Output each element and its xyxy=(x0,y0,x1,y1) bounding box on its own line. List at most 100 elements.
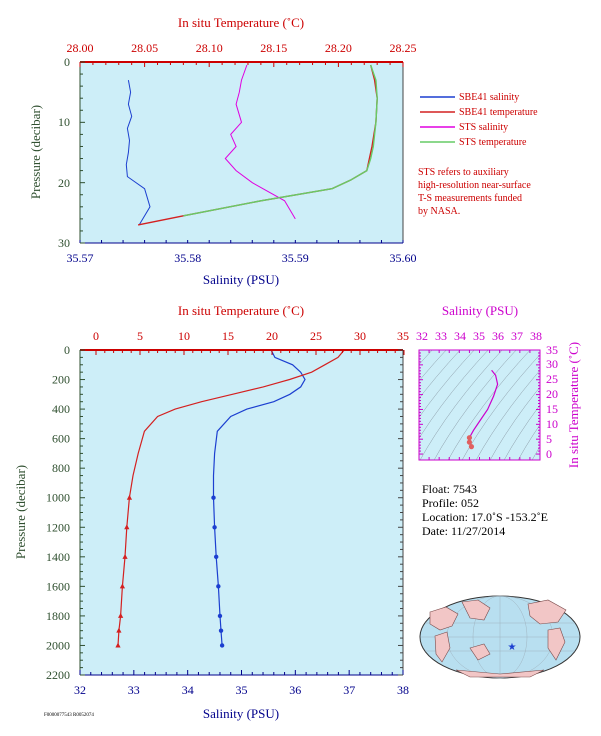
main-pressure-axis-title: Pressure (decibar) xyxy=(13,465,28,559)
isopycnal-line xyxy=(517,424,540,460)
main-pressure-tick-label: 1200 xyxy=(46,520,70,534)
main-salinity-tick-label: 34 xyxy=(182,683,194,697)
ts-inset-area xyxy=(419,350,540,460)
top-ticks xyxy=(79,61,404,244)
main-salinity-tick-label: 33 xyxy=(128,683,140,697)
legend-label-sbe-temperature: SBE41 temperature xyxy=(459,107,538,118)
isopycnal-line xyxy=(419,350,489,439)
series-sbe41-salinity xyxy=(212,349,306,646)
salinity-marker xyxy=(216,584,221,589)
ts-deep-marker xyxy=(466,435,473,441)
temperature-marker xyxy=(119,583,125,589)
series-sts-salinity xyxy=(224,64,296,220)
note-line: T-S measurements funded xyxy=(418,193,522,204)
ts-salinity-tick-labels: 32 33 34 35 36 37 38 xyxy=(416,329,542,343)
ts-salinity-tick-label: 34 xyxy=(454,329,466,343)
main-pressure-tick-label: 800 xyxy=(52,461,70,475)
isopycnal-line xyxy=(447,350,531,460)
ts-temp-tick-label: 20 xyxy=(546,387,558,401)
main-salinity-axis-title: Salinity (PSU) xyxy=(203,706,279,721)
isopycnal-line xyxy=(531,445,540,460)
top-temp-tick-label: 28.25 xyxy=(390,41,417,55)
isopycnal-line xyxy=(433,350,517,460)
main-temp-tick-label: 30 xyxy=(354,329,366,343)
main-temperature-axis-title: In situ Temperature (˚C) xyxy=(178,303,304,318)
main-salinity-tick-label: 32 xyxy=(74,683,86,697)
salinity-marker xyxy=(218,628,224,633)
main-temp-tick-label: 20 xyxy=(266,329,278,343)
main-ticks xyxy=(79,349,405,676)
series-sts-temperature xyxy=(183,64,378,217)
top-temp-tick-label: 28.20 xyxy=(325,41,352,55)
top-temp-tick-label: 28.10 xyxy=(196,41,223,55)
top-pressure-tick-label: 30 xyxy=(58,236,70,250)
float-location-marker: ★ xyxy=(508,642,517,653)
main-temp-tick-label: 0 xyxy=(93,329,99,343)
salinity-marker xyxy=(212,525,217,530)
map-land xyxy=(429,599,567,678)
isopycnal-line xyxy=(489,386,540,460)
ts-salinity-tick-label: 35 xyxy=(473,329,485,343)
top-pressure-tick-labels: 0 10 20 30 xyxy=(58,55,70,250)
legend-label-sts-salinity: STS salinity xyxy=(459,122,508,133)
ts-temp-tick-label: 10 xyxy=(546,417,558,431)
top-pressure-axis-title: Pressure (decibar) xyxy=(28,105,43,199)
ts-salinity-tick-label: 37 xyxy=(511,329,523,343)
isopycnal-line xyxy=(461,354,540,460)
profile-number: Profile: 052 xyxy=(422,496,479,510)
temperature-marker xyxy=(115,642,121,648)
main-salinity-tick-label: 37 xyxy=(343,683,355,697)
isopycnal-line xyxy=(419,350,475,418)
top-salinity-tick-labels: 35.57 35.58 35.59 35.60 xyxy=(67,251,417,265)
temperature-marker xyxy=(124,524,130,530)
main-temperature-tick-labels: 0 5 10 15 20 25 30 35 xyxy=(93,329,409,343)
date: Date: 11/27/2014 xyxy=(422,524,505,538)
main-plot-traces xyxy=(115,349,345,648)
main-pressure-tick-label: 1400 xyxy=(46,550,70,564)
footer-id: F0000077543 R0052074 xyxy=(44,713,94,718)
main-pressure-tick-label: 0 xyxy=(64,343,70,357)
top-pressure-tick-label: 10 xyxy=(58,115,70,129)
main-pressure-tick-label: 2000 xyxy=(46,639,70,653)
top-plot-traces xyxy=(125,64,378,226)
ts-salinity-tick-label: 33 xyxy=(435,329,447,343)
ts-inset-ticks xyxy=(418,349,541,460)
top-temperature-axis-title: In situ Temperature (˚C) xyxy=(178,15,304,30)
main-pressure-tick-label: 400 xyxy=(52,402,70,416)
isopycnal-line xyxy=(419,350,461,399)
series-sbe41-salinity xyxy=(125,80,151,226)
main-salinity-tick-labels: 32 33 34 35 36 37 38 xyxy=(74,683,409,697)
top-salinity-tick-label: 35.57 xyxy=(67,251,94,265)
ts-salinity-axis-title: Salinity (PSU) xyxy=(442,303,518,318)
main-temp-tick-label: 15 xyxy=(222,329,234,343)
ts-temp-tick-label: 25 xyxy=(546,372,558,386)
salinity-marker xyxy=(219,643,225,648)
main-salinity-tick-label: 36 xyxy=(289,683,301,697)
main-pressure-tick-labels: 0 200 400 600 800 1000 1200 1400 1600 18… xyxy=(46,343,70,682)
isopycnal-line xyxy=(419,350,447,382)
top-salinity-tick-label: 35.59 xyxy=(282,251,309,265)
salinity-marker xyxy=(217,613,223,619)
temperature-marker xyxy=(122,553,128,559)
ts-temp-tick-label: 0 xyxy=(546,447,552,461)
temperature-marker xyxy=(126,494,133,500)
legend-label-sts-temperature: STS temperature xyxy=(459,137,527,148)
main-temp-tick-label: 5 xyxy=(137,329,143,343)
top-pressure-tick-label: 20 xyxy=(58,176,70,190)
ts-salinity-tick-label: 36 xyxy=(492,329,504,343)
legend: SBE41 salinity SBE41 temperature STS sal… xyxy=(420,92,538,148)
location: Location: 17.0˚S -153.2˚E xyxy=(422,510,548,524)
world-map: ★ xyxy=(419,595,581,679)
float-id: Float: 7543 xyxy=(422,482,477,496)
isopycnal-line xyxy=(419,350,503,460)
ts-temperature-tick-labels: 0 5 10 15 20 25 30 35 xyxy=(546,343,558,461)
top-salinity-tick-label: 35.60 xyxy=(390,251,417,265)
top-plot-area xyxy=(80,62,403,243)
main-salinity-tick-label: 35 xyxy=(236,683,248,697)
top-temperature-tick-labels: 28.00 28.05 28.10 28.15 28.20 28.25 xyxy=(67,41,417,55)
note-line: high-resolution near-surface xyxy=(418,180,531,191)
salinity-marker xyxy=(213,554,219,560)
main-pressure-tick-label: 1000 xyxy=(46,491,70,505)
top-temp-tick-label: 28.15 xyxy=(260,41,287,55)
